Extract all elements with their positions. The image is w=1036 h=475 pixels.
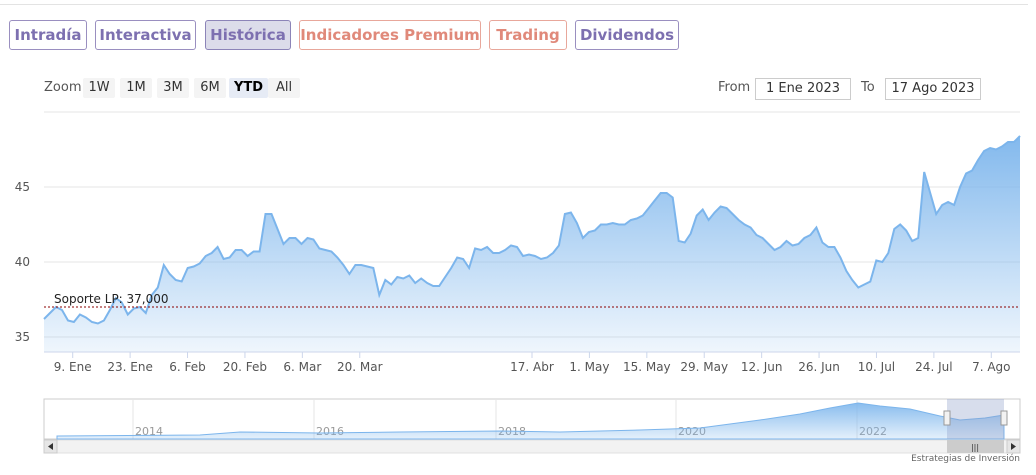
top-divider bbox=[0, 4, 1028, 5]
tab-dividendos[interactable]: Dividendos bbox=[575, 20, 679, 50]
y-tick-label: 40 bbox=[15, 255, 30, 269]
zoom-3m-button[interactable]: 3M bbox=[157, 78, 189, 98]
zoom-6m-button[interactable]: 6M bbox=[194, 78, 226, 98]
x-tick-label: 6. Feb bbox=[169, 360, 206, 374]
scrollbar-thumb[interactable] bbox=[947, 440, 1004, 453]
x-tick-label: 6. Mar bbox=[283, 360, 321, 374]
tab-intradia[interactable]: Intradía bbox=[9, 20, 87, 50]
y-tick-label: 35 bbox=[15, 330, 30, 344]
x-tick-label: 20. Mar bbox=[337, 360, 383, 374]
x-tick-label: 1. May bbox=[569, 360, 609, 374]
x-tick-label: 26. Jun bbox=[798, 360, 840, 374]
to-date-input[interactable]: 17 Ago 2023 bbox=[885, 78, 981, 100]
navigator-selection[interactable] bbox=[947, 399, 1004, 439]
tab-interactiva[interactable]: Interactiva bbox=[95, 20, 196, 50]
x-tick-label: 12. Jun bbox=[741, 360, 783, 374]
credit-text: Estrategias de Inversión bbox=[911, 454, 1020, 464]
chevron-right-icon bbox=[1011, 443, 1016, 450]
price-line bbox=[43, 135, 1021, 325]
from-date-input[interactable]: 1 Ene 2023 bbox=[755, 78, 851, 100]
support-label: Soporte LP: 37,000 bbox=[54, 292, 169, 306]
tab-indicadores-premium[interactable]: Indicadores Premium bbox=[299, 20, 481, 50]
navigator-area bbox=[56, 402, 1005, 440]
x-tick-label: 10. Jul bbox=[858, 360, 895, 374]
x-tick-label: 20. Feb bbox=[223, 360, 267, 374]
from-label: From bbox=[718, 80, 751, 95]
y-tick-label: 45 bbox=[15, 180, 30, 194]
navigator-left-handle[interactable] bbox=[943, 410, 951, 426]
x-tick-label: 17. Abr bbox=[510, 360, 554, 374]
x-tick-label: 7. Ago bbox=[972, 360, 1010, 374]
x-tick-label: 24. Jul bbox=[915, 360, 952, 374]
grip-icon: ||| bbox=[971, 443, 979, 452]
zoom-ytd-button[interactable]: YTD bbox=[229, 78, 269, 98]
zoom-1m-button[interactable]: 1M bbox=[120, 78, 152, 98]
zoom-label: Zoom bbox=[44, 80, 82, 95]
scrollbar-track[interactable] bbox=[43, 439, 1021, 454]
x-tick-label: 23. Ene bbox=[107, 360, 152, 374]
zoom-1w-button[interactable]: 1W bbox=[83, 78, 115, 98]
x-tick-label: 9. Ene bbox=[54, 360, 92, 374]
zoom-all-button[interactable]: All bbox=[268, 78, 300, 98]
tab-historica[interactable]: Histórica bbox=[205, 20, 291, 50]
navigator-tick-label: 2014 bbox=[135, 425, 163, 438]
to-label: To bbox=[861, 80, 875, 95]
navigator[interactable]: 20142016201820202022 bbox=[43, 398, 1021, 440]
chevron-left-icon bbox=[48, 443, 53, 450]
tab-trading[interactable]: Trading bbox=[489, 20, 567, 50]
scrollbar[interactable]: ||| bbox=[43, 439, 1021, 454]
x-tick-label: 15. May bbox=[623, 360, 671, 374]
navigator-right-handle[interactable] bbox=[1000, 410, 1008, 426]
x-tick-label: 29. May bbox=[680, 360, 728, 374]
price-area bbox=[44, 136, 1020, 352]
